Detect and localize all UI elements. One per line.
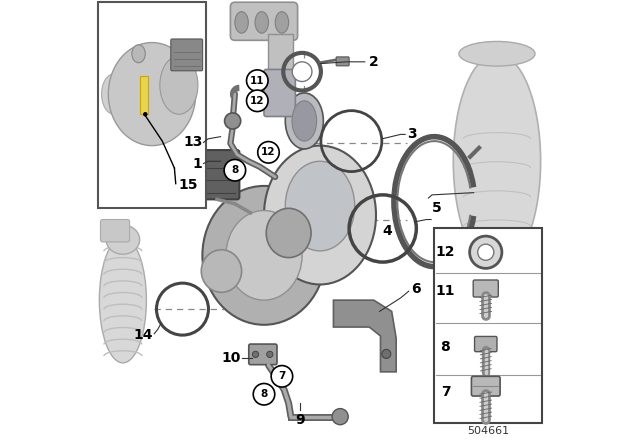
Ellipse shape [132,45,145,63]
FancyBboxPatch shape [230,2,298,40]
Ellipse shape [285,93,323,149]
Text: 8: 8 [440,340,451,354]
Circle shape [332,409,348,425]
Text: 12: 12 [261,147,276,157]
Ellipse shape [292,101,317,141]
Ellipse shape [201,250,242,292]
FancyBboxPatch shape [100,220,129,242]
Text: 1: 1 [193,156,203,171]
FancyBboxPatch shape [473,280,499,297]
Circle shape [253,383,275,405]
Ellipse shape [275,12,289,33]
Ellipse shape [202,186,326,325]
Ellipse shape [108,43,196,146]
Ellipse shape [255,12,269,33]
Ellipse shape [99,237,147,363]
Ellipse shape [459,41,535,66]
Ellipse shape [106,225,140,254]
Circle shape [224,159,246,181]
Text: 7: 7 [278,371,285,381]
Text: 7: 7 [440,385,451,399]
Text: 12: 12 [250,96,264,106]
Ellipse shape [102,74,126,114]
Text: 11: 11 [250,76,264,86]
Text: 11: 11 [436,284,455,298]
Text: 8: 8 [231,165,239,175]
Text: 8: 8 [260,389,268,399]
Polygon shape [333,300,396,372]
Ellipse shape [235,12,248,33]
Circle shape [252,351,259,358]
Circle shape [267,351,273,358]
FancyBboxPatch shape [472,376,500,396]
FancyBboxPatch shape [249,344,277,365]
Circle shape [143,112,147,116]
Text: 504661: 504661 [467,426,509,436]
FancyBboxPatch shape [435,228,541,423]
FancyBboxPatch shape [269,34,293,72]
FancyBboxPatch shape [474,336,497,352]
Circle shape [258,142,279,163]
Circle shape [225,113,241,129]
Ellipse shape [266,208,311,258]
FancyBboxPatch shape [195,150,239,199]
Text: 14: 14 [134,327,154,342]
FancyBboxPatch shape [98,2,205,208]
Circle shape [246,90,268,112]
Ellipse shape [226,211,302,300]
Ellipse shape [453,54,541,269]
Circle shape [382,349,391,358]
FancyBboxPatch shape [140,76,148,114]
Circle shape [246,70,268,91]
Text: 12: 12 [436,245,455,259]
Circle shape [292,62,312,82]
Text: 15: 15 [178,177,198,192]
Text: 9: 9 [295,413,305,427]
Text: 2: 2 [369,55,379,69]
Circle shape [477,244,494,260]
Text: 3: 3 [407,127,417,142]
Circle shape [470,236,502,268]
Text: 13: 13 [183,135,203,150]
Text: 10: 10 [221,351,241,366]
Text: 4: 4 [383,224,392,238]
FancyBboxPatch shape [264,69,296,116]
Ellipse shape [264,146,376,284]
FancyBboxPatch shape [171,39,203,71]
Text: 5: 5 [432,201,442,215]
Ellipse shape [285,161,355,251]
Ellipse shape [160,56,198,114]
FancyBboxPatch shape [336,57,349,66]
Circle shape [271,366,292,387]
Text: 6: 6 [412,282,421,296]
